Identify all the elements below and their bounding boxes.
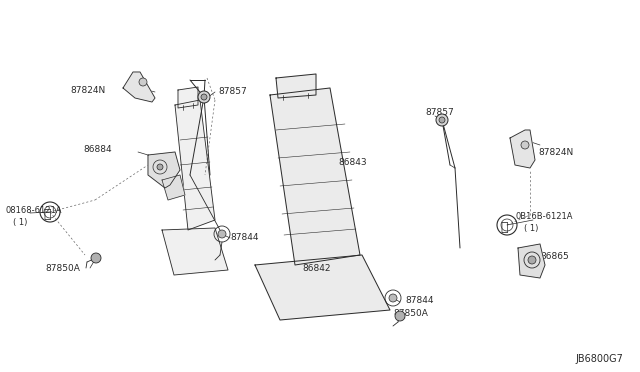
Circle shape [395,311,405,321]
Circle shape [521,141,529,149]
Polygon shape [123,72,155,102]
Circle shape [389,294,397,302]
Circle shape [436,114,448,126]
Text: 86884: 86884 [83,145,111,154]
Text: 86842: 86842 [302,264,330,273]
Text: 87850A: 87850A [393,309,428,318]
Polygon shape [162,175,185,200]
Text: 87824N: 87824N [538,148,573,157]
Polygon shape [270,88,360,265]
Polygon shape [162,228,228,275]
Polygon shape [276,74,316,98]
Text: JB6800G7: JB6800G7 [575,354,623,364]
Circle shape [201,94,207,100]
Text: 87824N: 87824N [70,86,105,95]
Circle shape [439,117,445,123]
Polygon shape [148,152,180,188]
Text: 87857: 87857 [218,87,247,96]
Circle shape [139,78,147,86]
Polygon shape [510,130,535,168]
Text: 87844: 87844 [405,296,433,305]
Text: Ⓢ: Ⓢ [43,208,51,221]
Text: 0B16B-6121A: 0B16B-6121A [516,212,573,221]
Polygon shape [178,87,198,108]
Polygon shape [255,255,390,320]
Circle shape [528,256,536,264]
Polygon shape [518,244,545,278]
Text: ( 1): ( 1) [524,224,538,233]
Text: Ⓢ: Ⓢ [500,221,508,234]
Circle shape [218,230,226,238]
Text: 87857: 87857 [425,108,454,117]
Circle shape [198,91,210,103]
Text: 08168-6121A: 08168-6121A [5,206,61,215]
Polygon shape [175,100,215,230]
Circle shape [157,164,163,170]
Text: 86865: 86865 [540,252,569,261]
Circle shape [91,253,101,263]
Text: 87850A: 87850A [45,264,80,273]
Text: 87844: 87844 [230,233,259,242]
Text: ( 1): ( 1) [13,218,28,227]
Text: 86843: 86843 [338,158,367,167]
